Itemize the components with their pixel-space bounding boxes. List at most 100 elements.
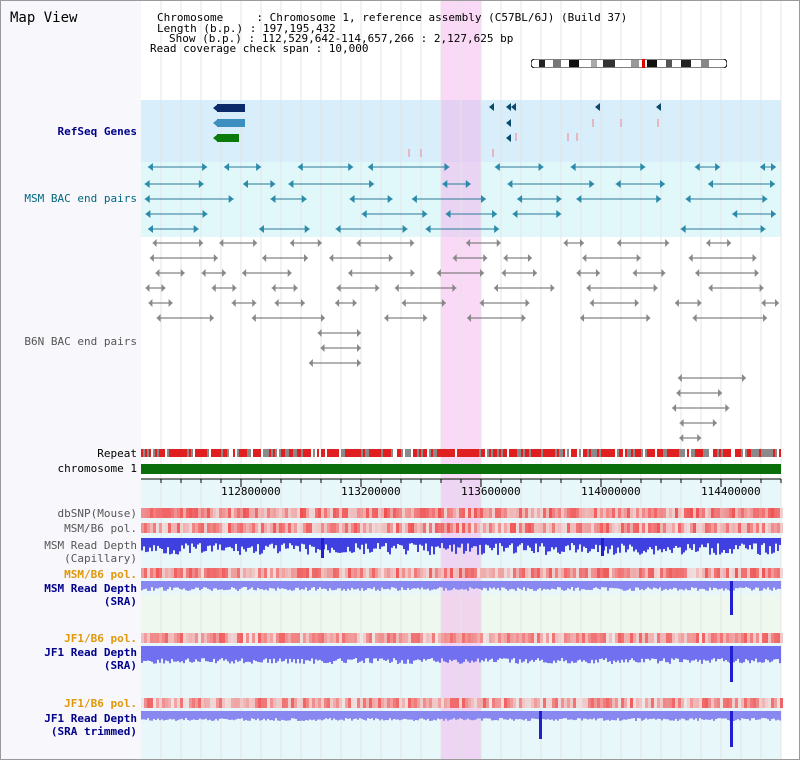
repeat-segment [635,449,637,457]
msm-sra-depth-bar [699,581,701,590]
pol-cell [162,698,165,708]
pol-cell [327,523,330,533]
pol-cell [597,698,600,708]
chromosome-ideogram[interactable] [530,53,728,69]
dbsnp-cell [654,508,657,518]
pol-cell [654,523,657,533]
pol-cell [579,523,582,533]
jf1-trimmed-depth-bar [699,711,701,719]
repeat-segment [347,449,349,457]
pol-cell [690,633,693,643]
jf1-trimmed-depth-bar [665,711,667,720]
pol-cell [597,523,600,533]
pol-cell [486,633,489,643]
pol-cell [600,633,603,643]
repeat-segment [415,449,417,457]
repeat-segment [699,449,701,457]
gene-marker [656,103,661,111]
dbsnp-cell [534,508,537,518]
repeat-segment [319,449,321,457]
pol-cell [339,523,342,533]
repeat-segment [215,449,217,457]
jf1-trimmed-depth-bar [585,711,587,719]
track-label-dbsnp[interactable]: dbSNP(Mouse) [57,507,137,520]
msm-sra-depth-bar [229,581,231,590]
track-label-jf1-b6-pol[interactable]: JF1/B6 pol. [64,632,137,645]
jf1-sra-depth-bar [713,646,715,659]
jf1-trimmed-depth-bar [379,711,381,721]
msm-capillary-depth-bar [751,538,753,550]
pol-cell [243,568,246,578]
pol-cell [144,568,147,578]
dbsnp-cell [537,508,540,518]
msm-capillary-depth-bar [581,538,583,552]
jf1-trimmed-depth-bar [543,711,545,720]
msm-sra-depth-bar [143,581,145,590]
repeat-segment [773,449,775,457]
pol-cell [252,698,255,708]
pol-cell [495,568,498,578]
pol-cell [141,568,144,578]
msm-capillary-depth-bar [703,538,705,548]
msm-capillary-depth-bar [339,538,341,553]
pol-cell [258,568,261,578]
track-label-msm-b6-pol[interactable]: MSM/B6 pol. [64,522,137,535]
jf1-sra-depth-bar [413,646,415,661]
jf1-sra-depth-bar [451,646,453,662]
jf1-sra-depth-bar [409,646,411,664]
jf1-trimmed-depth-bar [723,711,725,719]
b6n-end [754,269,759,277]
pol-cell [555,633,558,643]
track-label-msm-bac[interactable]: MSM BAC end pairs [24,192,137,205]
pol-cell [477,568,480,578]
pol-cell [273,523,276,533]
track-label-b6n-bac[interactable]: B6N BAC end pairs [24,335,137,348]
pol-cell [564,568,567,578]
pol-cell [750,568,753,578]
pol-cell [360,633,363,643]
track-label-jf1-depth-trimmed[interactable]: JF1 Read Depth [44,712,137,725]
track-label-jf1-depth-sra[interactable]: JF1 Read Depth [44,646,137,659]
track-label-msm-b6-pol-sra[interactable]: MSM/B6 pol. [64,568,137,581]
pol-cell [609,698,612,708]
jf1-trimmed-depth-bar [339,711,341,720]
dbsnp-cell [390,508,393,518]
pol-cell [390,698,393,708]
jf1-trimmed-depth-bar [637,711,639,719]
jf1-trimmed-depth-bar [459,711,461,719]
pol-cell [258,633,261,643]
track-label-jf1-b6-pol-2[interactable]: JF1/B6 pol. [64,697,137,710]
pol-cell [759,523,762,533]
msm-capillary-depth-bar [565,538,567,547]
pol-cell [462,633,465,643]
track-label-refseq-genes[interactable]: RefSeq Genes [57,125,137,138]
msm-capillary-depth-bar [683,538,685,553]
jf1-trimmed-depth-bar [577,711,579,719]
msm-sra-depth-bar [683,581,685,591]
track-label-msm-depth-capillary[interactable]: MSM Read Depth [44,539,137,552]
msm-capillary-depth-bar [557,538,559,553]
pol-cell [186,523,189,533]
msm-sra-depth-bar [569,581,571,590]
jf1-sra-depth-bar [523,646,525,662]
pol-cell [546,568,549,578]
jf1-trimmed-depth-bar [529,711,531,721]
jf1-sra-depth-bar [453,646,455,660]
msm-sra-depth-bar [449,581,451,591]
jf1-sra-depth-bar [425,646,427,661]
repeat-segment [603,449,605,457]
dbsnp-cell [285,508,288,518]
jf1-sra-depth-bar [225,646,227,660]
jf1-trimmed-depth-bar [479,711,481,719]
jf1-sra-depth-bar [255,646,257,662]
msm-capillary-depth-bar [545,538,547,555]
gene-marker [506,103,511,111]
jf1-trimmed-depth-bar [745,711,747,719]
pol-cell [777,568,780,578]
pol-cell [495,698,498,708]
track-label-msm-depth-sra[interactable]: MSM Read Depth [44,582,137,595]
dbsnp-cell [432,508,435,518]
jf1-sra-depth-bar [387,646,389,660]
jf1-trimmed-depth-bar [679,711,681,720]
